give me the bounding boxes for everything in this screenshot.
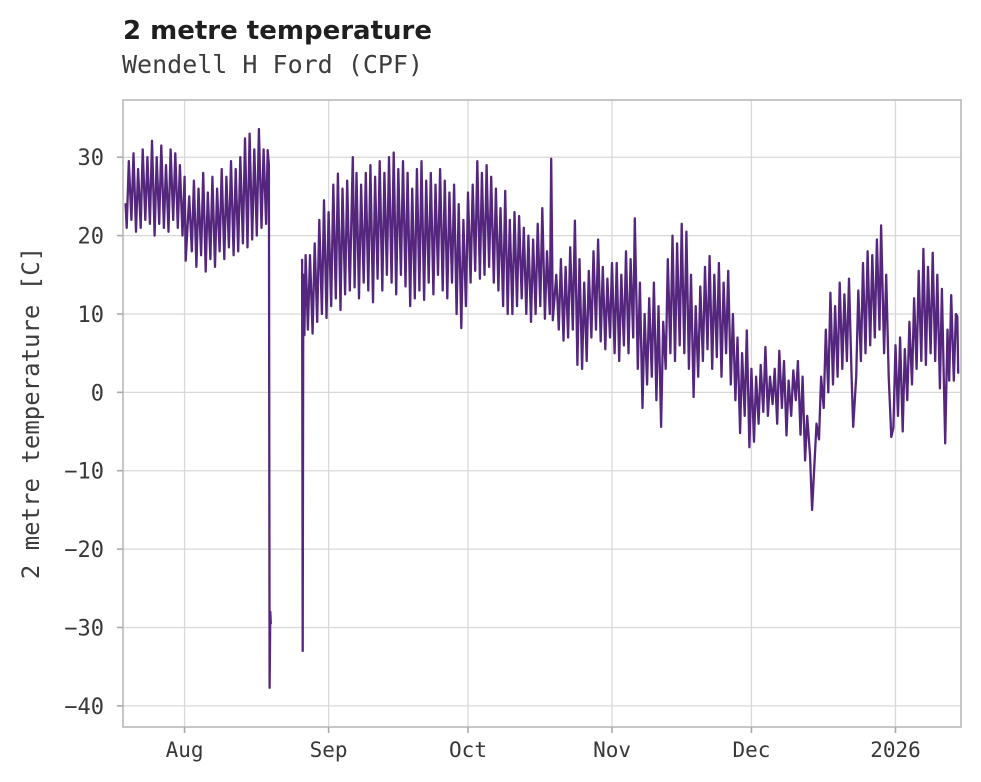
chart-subtitle: Wendell H Ford (CPF) [122, 50, 424, 79]
chart-title: 2 metre temperature [123, 16, 432, 46]
x-tick-label: Nov [593, 738, 631, 762]
y-tick-label: 10 [78, 303, 105, 328]
temperature-line [300, 151, 960, 653]
y-tick-label: 0 [91, 381, 104, 406]
x-tick-label: Dec [732, 738, 770, 762]
x-tick-label: 2026 [870, 738, 921, 762]
y-tick-label: −40 [64, 695, 104, 720]
y-tick-label: −20 [64, 538, 104, 563]
y-tick-label: −30 [64, 616, 104, 641]
y-tick-label: 30 [78, 146, 105, 171]
y-tick-label: −10 [64, 460, 104, 485]
plot-border [122, 99, 962, 728]
y-tick-label: 20 [78, 225, 105, 250]
temperature-line [124, 127, 272, 689]
x-tick-label: Oct [449, 738, 487, 762]
x-tick-label: Sep [310, 738, 348, 762]
x-tick-label: Aug [166, 738, 204, 762]
